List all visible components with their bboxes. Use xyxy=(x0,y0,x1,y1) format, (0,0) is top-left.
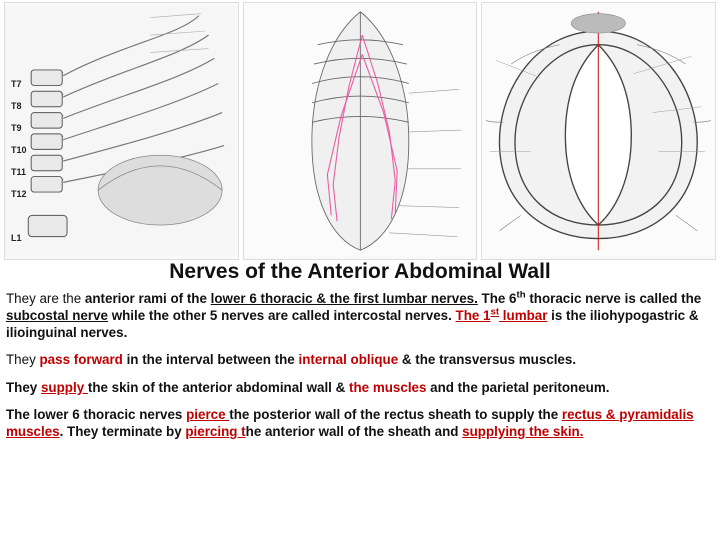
slide-page: T7 T8 T9 T10 T11 T12 L1 xyxy=(0,0,720,540)
vertebra-label: T10 xyxy=(11,139,27,161)
figure-anterior-wall xyxy=(243,2,478,260)
figure-vertebrae: T7 T8 T9 T10 T11 T12 L1 xyxy=(4,2,239,260)
paragraph-1: They are the anterior rami of the lower … xyxy=(6,290,710,341)
body-text: They are the anterior rami of the lower … xyxy=(0,284,720,440)
paragraph-3: They supply the skin of the anterior abd… xyxy=(6,379,710,396)
vertebra-label: L1 xyxy=(11,227,27,249)
vertebra-label: T12 xyxy=(11,183,27,205)
vertebra-gap xyxy=(11,205,27,227)
cross-section-svg xyxy=(482,3,715,259)
vertebra-label: T8 xyxy=(11,95,27,117)
slide-heading: Nerves of the Anterior Abdominal Wall xyxy=(0,260,720,284)
vertebra-label-stack: T7 T8 T9 T10 T11 T12 L1 xyxy=(11,73,27,249)
vertebra-label: T7 xyxy=(11,73,27,95)
paragraph-4: The lower 6 thoracic nerves pierce the p… xyxy=(6,406,710,440)
vertebrae-svg xyxy=(5,3,238,259)
figure-cross-section xyxy=(481,2,716,260)
figure-row: T7 T8 T9 T10 T11 T12 L1 xyxy=(0,0,720,262)
vertebra-label: T11 xyxy=(11,161,27,183)
anterior-svg xyxy=(244,3,477,259)
vertebra-label: T9 xyxy=(11,117,27,139)
paragraph-2: They pass forward in the interval betwee… xyxy=(6,351,710,368)
